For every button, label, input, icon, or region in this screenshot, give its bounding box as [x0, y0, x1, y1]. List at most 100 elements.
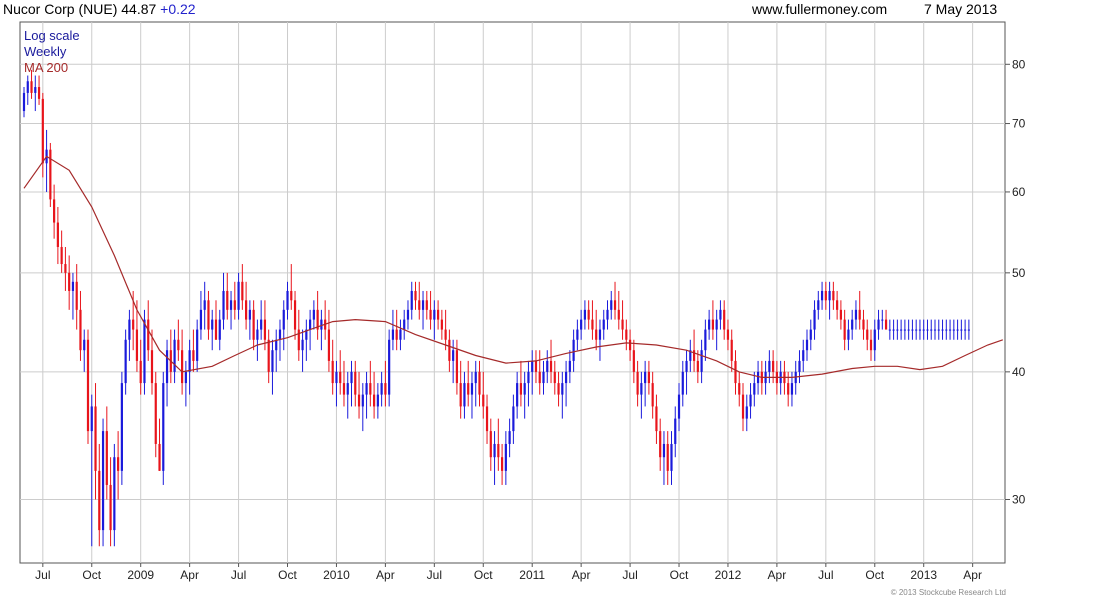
candle-body	[595, 329, 598, 340]
candle-body	[150, 350, 154, 384]
candle-body	[86, 339, 90, 432]
candle-body	[662, 443, 666, 458]
candle-body	[670, 443, 673, 471]
candle-body	[90, 406, 93, 432]
candle-body	[320, 319, 323, 330]
y-tick-label: 50	[1012, 266, 1026, 280]
candle-body	[726, 329, 730, 340]
candle-body	[139, 360, 142, 384]
candle-body	[485, 406, 489, 432]
candle-body	[376, 394, 379, 407]
candle-body	[263, 319, 267, 340]
candle-body	[388, 339, 391, 395]
candle-body	[708, 319, 711, 330]
candle-body	[135, 329, 139, 361]
candle-body	[564, 371, 568, 384]
x-tick-label: Oct	[865, 568, 884, 582]
x-tick-label: Jul	[622, 568, 637, 582]
legend-scale: Log scale	[24, 28, 80, 43]
candle-body	[768, 360, 771, 372]
source-link[interactable]: www.fullermoney.com	[752, 1, 888, 17]
candle-body	[937, 329, 940, 331]
candle-body	[316, 309, 319, 330]
candle-body	[689, 350, 692, 361]
plot-frame	[19, 21, 1006, 564]
candle-body	[124, 339, 127, 384]
candle-body	[203, 300, 206, 310]
chart-title: Nucor Corp (NUE) 44.87 +0.22	[3, 1, 196, 17]
candle-body	[843, 319, 846, 340]
candle-body	[531, 360, 534, 372]
candle-body	[715, 319, 718, 330]
candle-body	[297, 329, 300, 351]
candle-body	[64, 264, 67, 273]
candle-body	[824, 290, 827, 301]
candle-body	[911, 329, 914, 331]
candle-body	[651, 383, 654, 407]
candle-body	[245, 300, 248, 320]
candle-body	[218, 319, 221, 340]
candle-body	[756, 371, 760, 384]
x-tick-label: Apr	[963, 568, 982, 582]
y-tick-label: 40	[1012, 365, 1026, 379]
candle-body	[847, 329, 850, 340]
candle-body	[309, 319, 312, 330]
candle-body	[606, 309, 609, 320]
candle-body	[184, 371, 187, 384]
candle-body	[26, 81, 29, 93]
candle-body	[98, 470, 101, 531]
candle-body	[628, 339, 632, 351]
x-tick-label: Jul	[427, 568, 442, 582]
candle-body	[903, 329, 906, 331]
candle-body	[406, 309, 410, 320]
candle-body	[884, 319, 888, 330]
candle-body	[467, 383, 470, 395]
candle-body	[463, 383, 466, 407]
candle-body	[132, 319, 135, 330]
candle-body	[772, 360, 775, 372]
candle-body	[267, 339, 270, 372]
candle-body	[94, 406, 97, 471]
y-tick-label: 60	[1012, 185, 1026, 199]
candle-body	[354, 371, 357, 395]
candle-body	[22, 92, 26, 112]
candle-body	[790, 383, 794, 395]
candle-body	[918, 329, 922, 331]
candle-body	[199, 309, 203, 330]
candle-body	[143, 319, 146, 384]
candle-body	[241, 281, 244, 301]
candle-body	[369, 383, 372, 395]
candle-body	[512, 406, 515, 432]
candle-body	[817, 300, 820, 310]
candle-body	[549, 360, 553, 372]
candle-body	[165, 350, 169, 384]
candle-body	[305, 329, 308, 340]
candle-body	[192, 350, 195, 361]
candle-body	[805, 339, 809, 351]
candle-body	[395, 329, 398, 340]
candle-body	[128, 319, 131, 340]
candle-body	[181, 350, 184, 384]
x-tick-label: Jul	[35, 568, 50, 582]
candle-body	[625, 329, 628, 340]
candle-body	[56, 222, 59, 247]
candle-body	[444, 329, 447, 340]
candle-body	[892, 329, 895, 331]
candle-body	[440, 319, 443, 330]
candle-body	[640, 383, 643, 395]
candle-body	[478, 371, 481, 395]
candle-body	[399, 329, 402, 340]
candle-body	[113, 457, 116, 531]
candle-body	[482, 394, 485, 407]
candle-body	[248, 309, 251, 320]
y-tick-label: 80	[1012, 57, 1026, 71]
candle-body	[380, 383, 383, 395]
x-tick-label: Oct	[82, 568, 101, 582]
candle-body	[813, 309, 816, 330]
candle-body	[820, 290, 824, 301]
candle-body	[719, 309, 722, 320]
candle-body	[621, 319, 624, 330]
candle-body	[154, 383, 157, 444]
candle-body	[49, 149, 52, 200]
